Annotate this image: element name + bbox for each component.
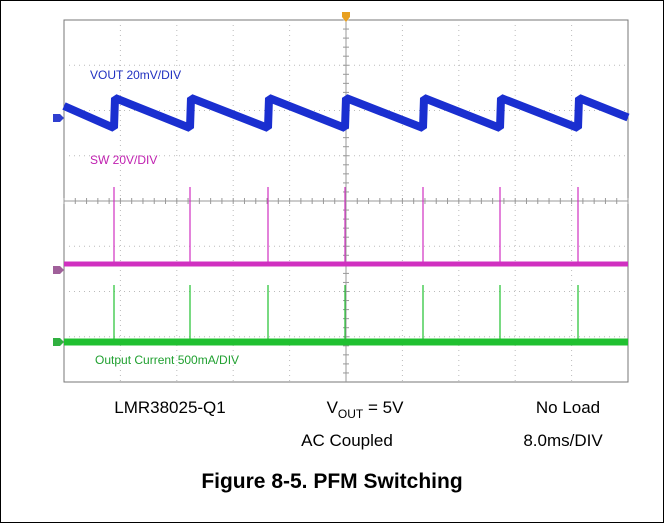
vout-subscript: OUT [338, 407, 364, 421]
device: LMR38025-Q1 [114, 398, 226, 417]
load: No Load [536, 398, 600, 417]
vout-waveform [62, 94, 630, 132]
vout-value: = 5V [363, 398, 404, 417]
caption: Figure 8-5. PFM Switching [201, 470, 462, 493]
ch1-marker [53, 114, 64, 122]
vout-condition: VOUT = 5V [327, 398, 405, 421]
vout-symbol: V [327, 398, 339, 417]
channel-label: VOUT 20mV/DIV [90, 68, 181, 82]
waveforms [62, 94, 630, 346]
timebase: 8.0ms/DIV [523, 431, 603, 450]
grid [63, 19, 629, 382]
coupling: AC Coupled [301, 431, 393, 450]
ch3-marker [53, 338, 64, 346]
channel-label: Output Current 500mA/DIV [95, 353, 239, 367]
ch2-marker [53, 266, 64, 274]
trigger-marker [342, 12, 350, 22]
channel-label: SW 20V/DIV [90, 153, 157, 167]
